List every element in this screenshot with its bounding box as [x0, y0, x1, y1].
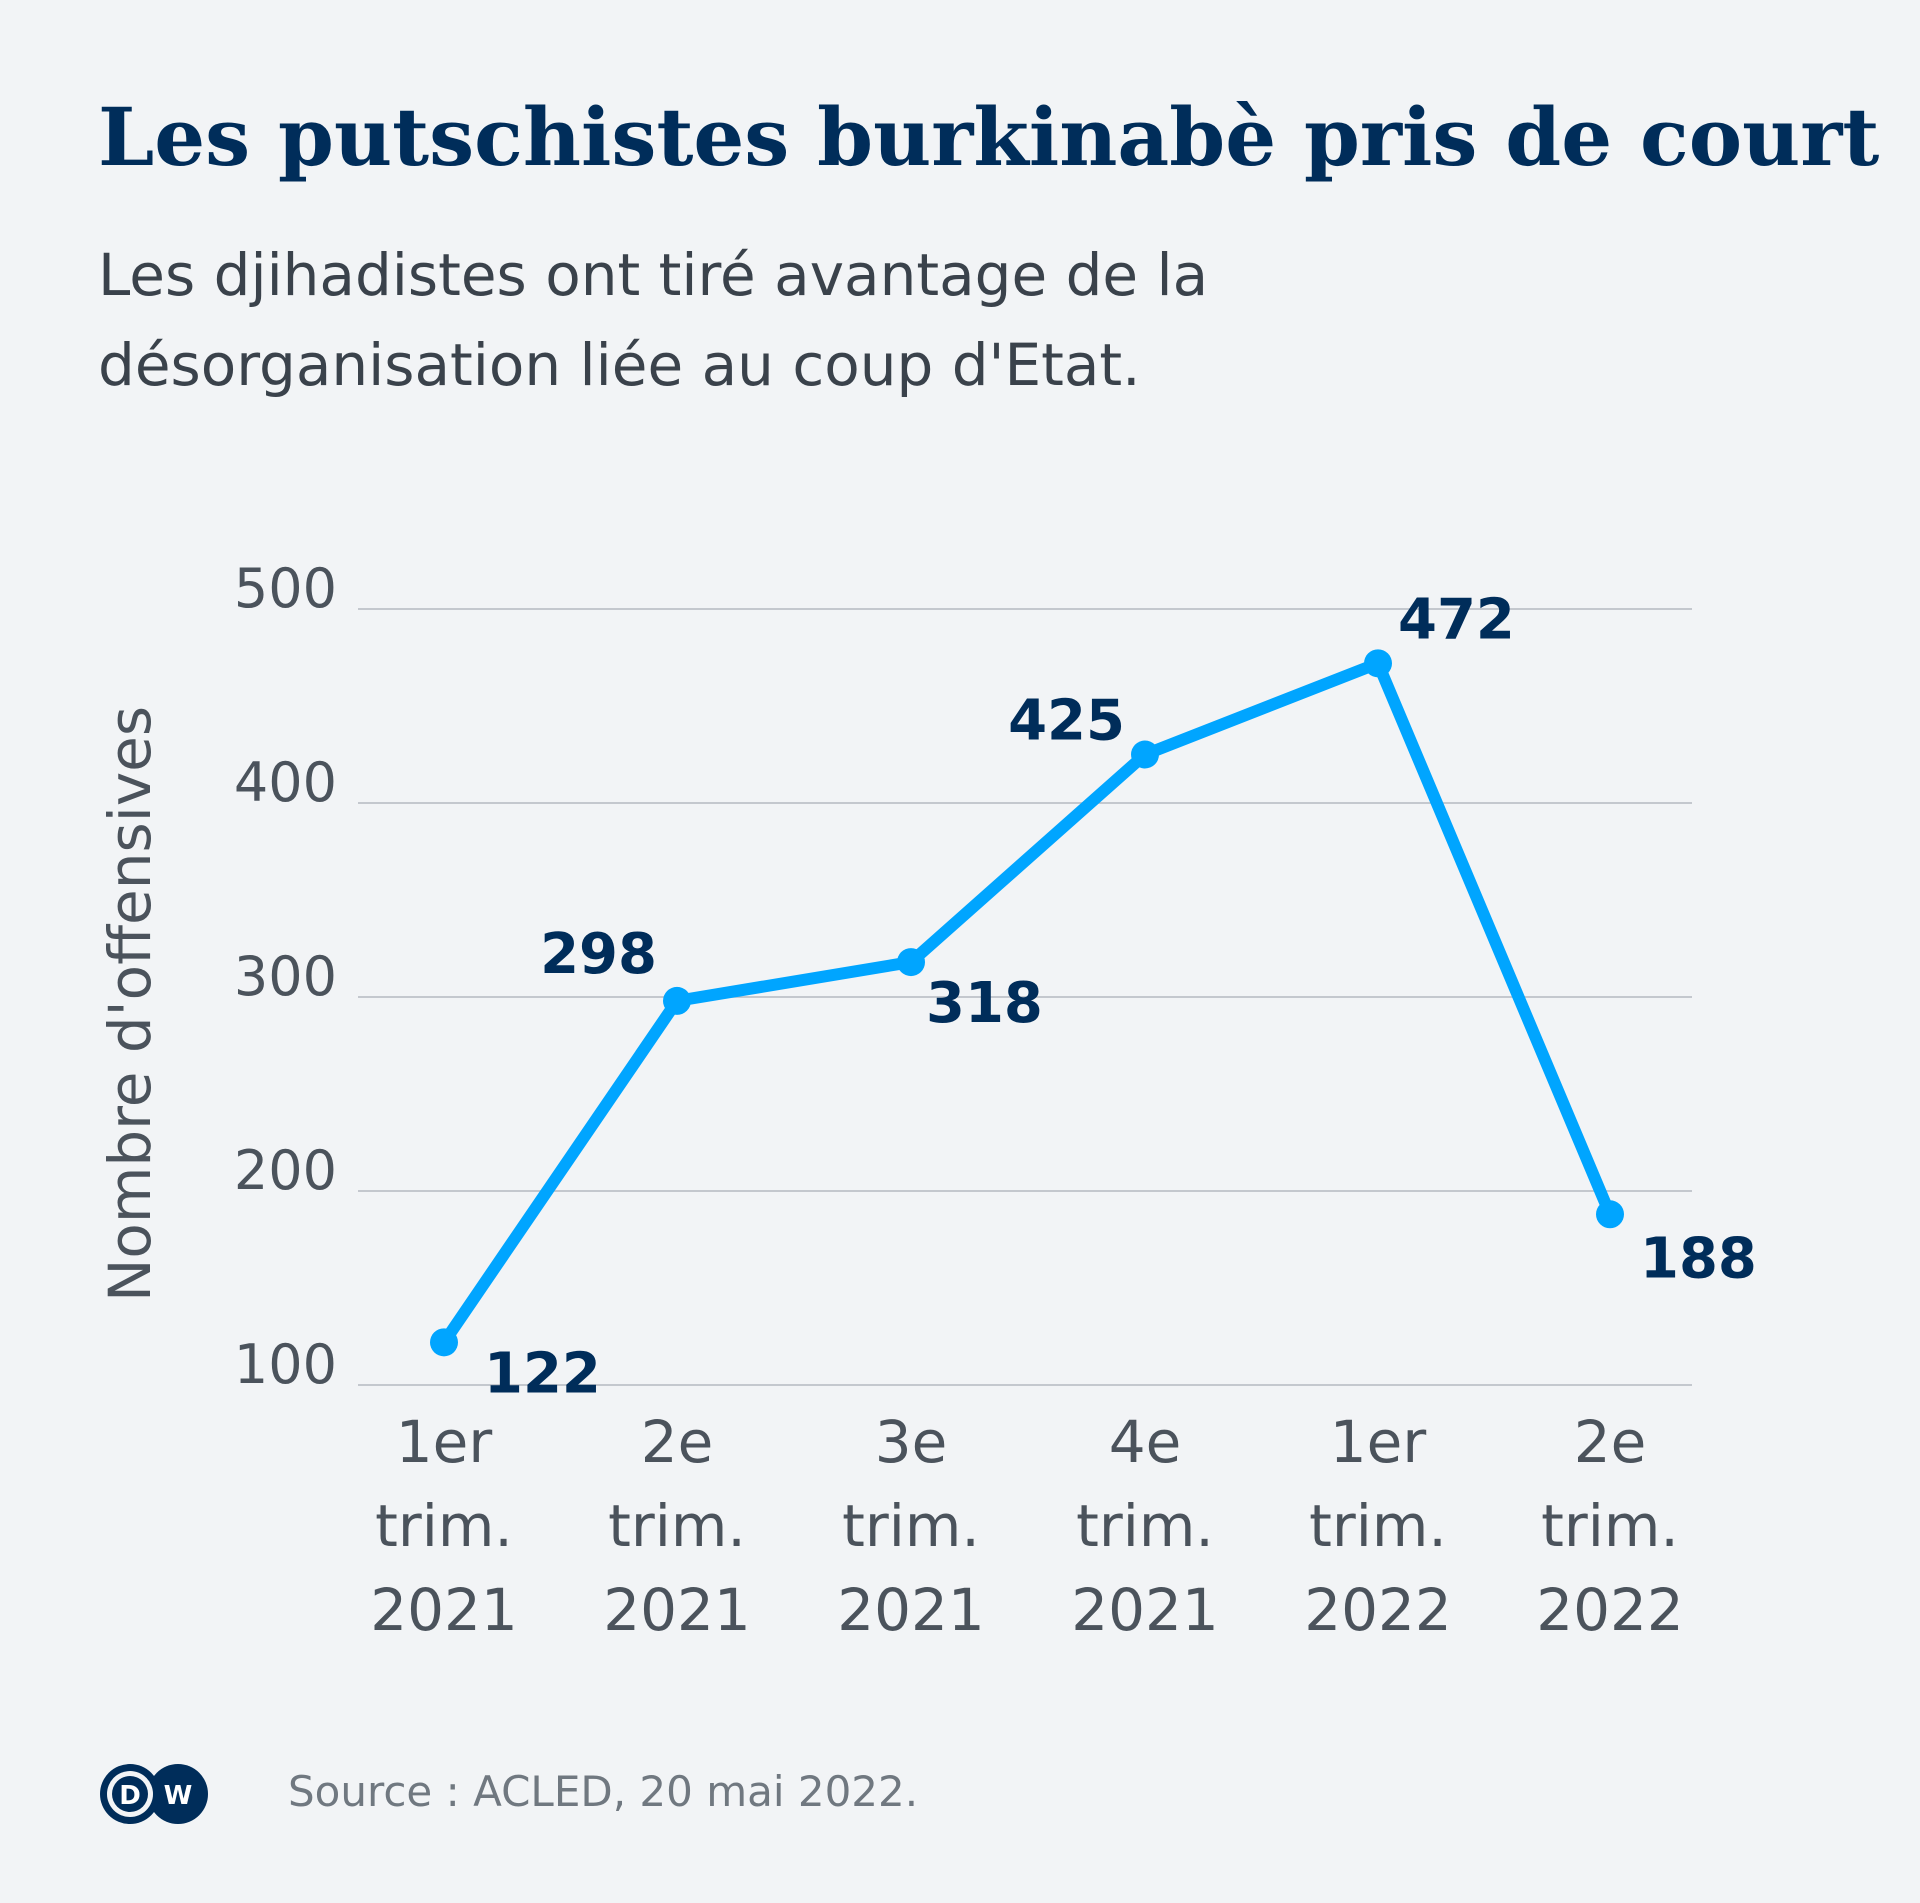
x-tick-label: 2021: [370, 1576, 518, 1644]
x-tick-label: trim.: [375, 1492, 513, 1560]
source-note: Source : ACLED, 20 mai 2022.: [288, 1767, 918, 1816]
x-tick-label: trim.: [608, 1492, 746, 1560]
x-tick-label: 2021: [837, 1576, 985, 1644]
x-tick-label: 2e: [641, 1408, 714, 1476]
x-tick-label: 2021: [1071, 1576, 1219, 1644]
dw-logo: D W: [100, 1764, 208, 1824]
data-point: [430, 1328, 458, 1357]
x-tick-label: 1er: [1330, 1408, 1427, 1476]
x-tick-label: trim.: [1309, 1492, 1447, 1560]
data-label: 298: [540, 922, 657, 987]
x-tick-label: 3e: [875, 1408, 948, 1476]
x-tick-label: 4e: [1109, 1408, 1182, 1476]
data-point: [663, 986, 691, 1015]
data-point: [1364, 649, 1392, 678]
data-label: 318: [926, 971, 1043, 1036]
data-point: [1131, 740, 1159, 769]
y-axis-label: Nombre d'offensives: [96, 706, 164, 1302]
y-tick-label: 300: [234, 945, 337, 1008]
x-tick-label: 2022: [1536, 1576, 1684, 1644]
y-tick-label: 500: [234, 557, 337, 620]
x-tick-label: 1er: [396, 1408, 493, 1476]
y-tick-label: 100: [234, 1333, 337, 1396]
series-line: [439, 657, 1616, 1346]
x-tick-label: trim.: [1076, 1492, 1214, 1560]
y-tick-label: 400: [234, 751, 337, 814]
data-label: 122: [484, 1341, 601, 1406]
chart-subtitle-line-1: Les djihadistes ont tiré avantage de la: [98, 241, 1208, 309]
data-point: [897, 948, 925, 977]
data-label: 472: [1398, 587, 1515, 652]
y-tick-label: 200: [234, 1139, 337, 1202]
chart-title: Les putschistes burkinabè pris de court: [98, 90, 1879, 184]
svg-text:W: W: [164, 1781, 193, 1811]
x-tick-label: trim.: [1541, 1492, 1679, 1560]
svg-text:D: D: [119, 1781, 141, 1811]
x-tick-label: trim.: [842, 1492, 980, 1560]
x-tick-label: 2022: [1304, 1576, 1452, 1644]
x-tick-label: 2e: [1574, 1408, 1647, 1476]
chart-subtitle-line-2: désorganisation liée au coup d'Etat.: [98, 331, 1141, 399]
x-tick-label: 2021: [603, 1576, 751, 1644]
data-label: 425: [1008, 689, 1125, 754]
data-point: [1596, 1200, 1624, 1229]
data-label: 188: [1640, 1226, 1757, 1291]
